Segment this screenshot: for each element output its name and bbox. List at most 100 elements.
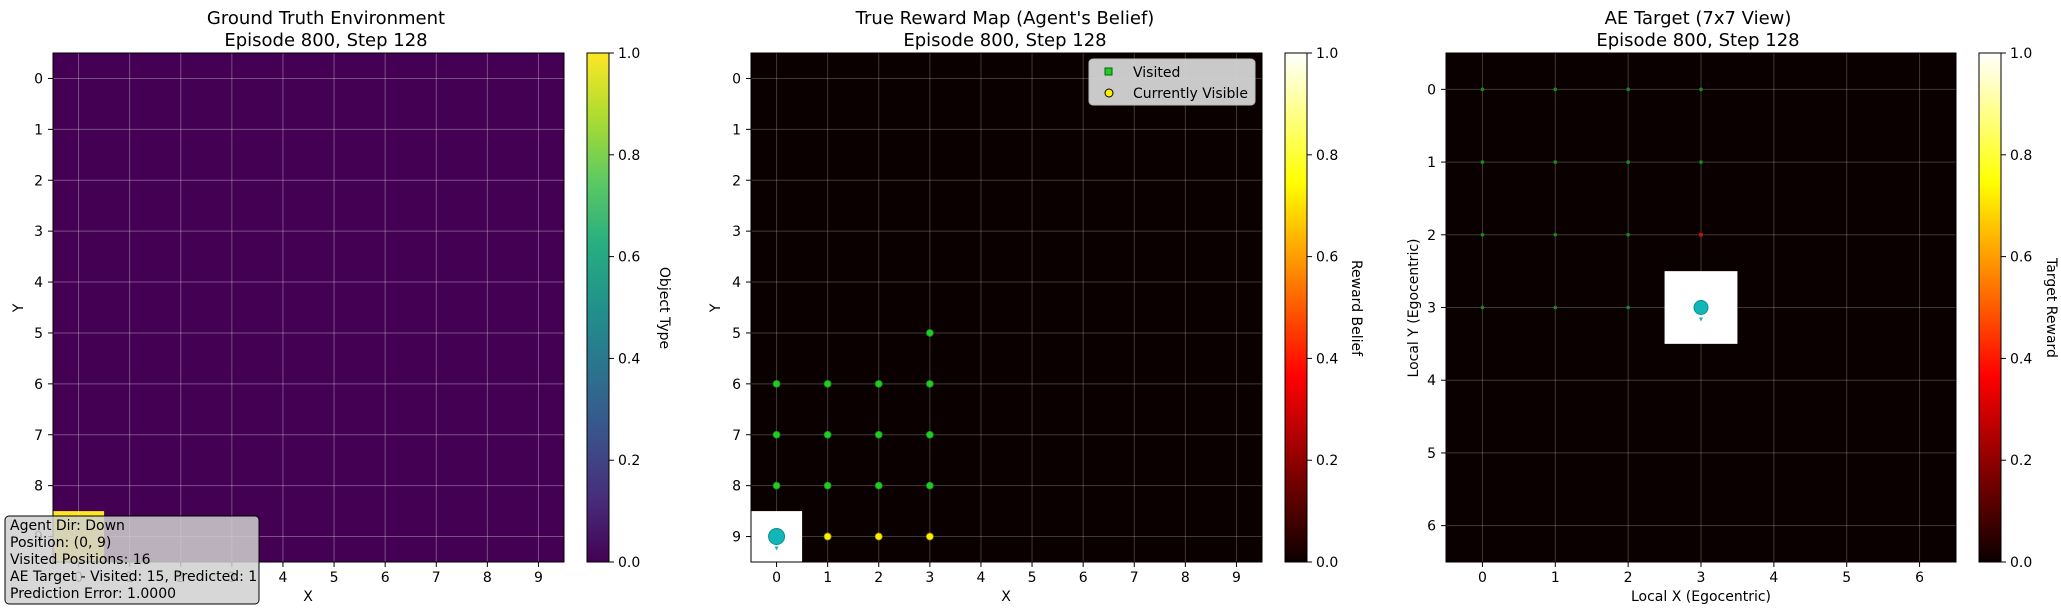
panel2-colorbar-label: Reward Belief	[1348, 260, 1364, 357]
colorbar-tick-label: 0.8	[1316, 148, 1338, 164]
y-tick-label: 5	[732, 326, 741, 342]
y-tick-label: 4	[732, 275, 741, 291]
x-tick-label: 6	[1915, 570, 1924, 586]
panel2-colorbar	[1284, 52, 1308, 563]
visible-marker	[823, 532, 832, 541]
x-tick-label: 6	[381, 570, 390, 586]
target-visited-marker	[1553, 232, 1558, 237]
y-tick-label: 4	[34, 275, 43, 291]
y-tick-label: 0	[34, 71, 43, 87]
x-tick-label: 6	[1079, 570, 1088, 586]
y-tick-label: 8	[732, 479, 741, 495]
agent-direction-icon	[1699, 317, 1703, 322]
x-tick-label: 0	[1478, 570, 1487, 586]
x-tick-label: 8	[1181, 570, 1190, 586]
target-visited-marker	[1480, 87, 1485, 92]
visited-marker	[874, 481, 883, 490]
x-tick-label: 9	[534, 570, 543, 586]
visited-marker	[823, 430, 832, 439]
y-tick-label: 6	[732, 377, 741, 393]
panel2-xlabel: X	[1001, 589, 1011, 605]
x-tick-label: 3	[1697, 570, 1706, 586]
y-tick-label: 0	[732, 71, 741, 87]
panel-ae-target: AE Target (7x7 View) Episode 800, Step 1…	[1406, 8, 2059, 605]
panel1-colorbar	[586, 52, 610, 563]
y-tick-label: 1	[732, 122, 741, 138]
target-visited-marker	[1626, 305, 1630, 310]
visited-marker	[823, 481, 832, 490]
y-tick-label: 2	[34, 173, 43, 189]
y-tick-label: 2	[1427, 228, 1436, 244]
y-tick-label: 8	[34, 479, 43, 495]
y-tick-label: 4	[1427, 373, 1436, 389]
x-tick-label: 4	[1769, 570, 1778, 586]
visited-marker	[772, 430, 781, 439]
agent-direction-icon	[774, 546, 779, 551]
colorbar-tick-label: 0.6	[2010, 250, 2032, 266]
panel3-title-line1: AE Target (7x7 View)	[1605, 8, 1792, 29]
info-visited-positions: Visited Positions: 16	[10, 552, 151, 568]
x-tick-label: 9	[1232, 570, 1241, 586]
target-visited-marker	[1480, 232, 1485, 237]
panel1-title-line1: Ground Truth Environment	[207, 8, 445, 29]
target-visited-marker	[1480, 305, 1485, 310]
panel1-ylabel: Y	[11, 303, 27, 313]
y-tick-label: 1	[34, 122, 43, 138]
colorbar-tick-label: 0.4	[618, 351, 640, 367]
panel2-title-line2: Episode 800, Step 128	[903, 30, 1106, 51]
y-tick-label: 0	[1427, 82, 1436, 98]
panel2-heatmap-background	[751, 53, 1262, 562]
x-tick-label: 2	[1624, 570, 1633, 586]
target-visited-marker	[1553, 87, 1558, 92]
y-tick-label: 7	[34, 428, 43, 444]
colorbar-tick-label: 0.8	[618, 148, 640, 164]
panel1-colorbar-label: Object Type	[656, 267, 672, 349]
y-tick-label: 3	[1427, 301, 1436, 317]
target-predicted-marker	[1699, 232, 1703, 237]
x-tick-label: 4	[976, 570, 985, 586]
legend-visible-marker	[1104, 88, 1114, 98]
colorbar-tick-label: 0.2	[618, 453, 640, 469]
info-position: Position: (0, 9)	[10, 535, 111, 551]
colorbar-tick-label: 0.2	[2010, 453, 2032, 469]
target-visited-marker	[1699, 87, 1703, 92]
y-tick-label: 3	[732, 224, 741, 240]
y-tick-label: 5	[34, 326, 43, 342]
visited-marker	[925, 329, 934, 337]
colorbar-tick-label: 0.0	[1316, 555, 1338, 571]
info-prediction-error: Prediction Error: 1.0000	[10, 586, 176, 602]
x-tick-label: 1	[823, 570, 832, 586]
x-tick-label: 5	[1028, 570, 1037, 586]
agent-marker	[1693, 300, 1709, 315]
x-tick-label: 7	[1130, 570, 1139, 586]
panel1-title-line2: Episode 800, Step 128	[224, 30, 427, 51]
y-tick-label: 3	[34, 224, 43, 240]
panel-reward-map: True Reward Map (Agent's Belief) Episode…	[708, 8, 1364, 605]
x-tick-label: 7	[432, 570, 441, 586]
panel2-title-line1: True Reward Map (Agent's Belief)	[855, 8, 1155, 29]
legend-visited-label: Visited	[1133, 65, 1180, 81]
x-tick-label: 2	[874, 570, 883, 586]
target-visited-marker	[1553, 160, 1558, 164]
visited-marker	[772, 481, 781, 490]
colorbar-tick-label: 0.6	[1316, 250, 1338, 266]
x-tick-label: 8	[483, 570, 492, 586]
legend-visited-marker	[1104, 67, 1113, 76]
visited-marker	[874, 379, 883, 388]
target-visited-marker	[1626, 160, 1630, 164]
colorbar-tick-label: 0.6	[618, 250, 640, 266]
panel3-title-line2: Episode 800, Step 128	[1596, 30, 1799, 51]
colorbar-tick-label: 0.0	[618, 555, 640, 571]
panel3-xlabel: Local X (Egocentric)	[1631, 589, 1771, 605]
colorbar-tick-label: 1.0	[1316, 46, 1338, 62]
x-tick-label: 5	[1842, 570, 1851, 586]
panel2-legend: Visited Currently Visible	[1088, 58, 1256, 106]
visited-marker	[925, 430, 934, 439]
target-visited-marker	[1699, 160, 1703, 164]
visible-marker	[874, 532, 883, 541]
colorbar-tick-label: 0.0	[2010, 555, 2032, 571]
y-tick-label: 1	[1427, 155, 1436, 171]
panel2-axes-frame	[750, 52, 1263, 563]
info-box-background	[4, 515, 260, 605]
